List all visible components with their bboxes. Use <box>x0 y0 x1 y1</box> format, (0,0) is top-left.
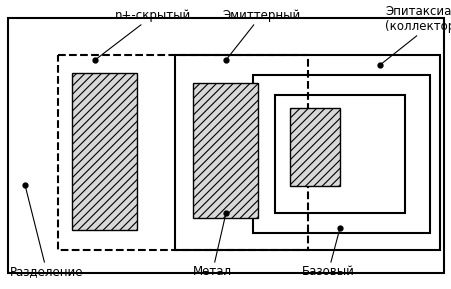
Bar <box>72 73 137 230</box>
Bar <box>58 55 307 250</box>
Text: Разделение: Разделение <box>10 185 83 278</box>
Text: n+-скрытый: n+-скрытый <box>95 9 191 60</box>
Bar <box>274 95 404 213</box>
Bar <box>193 83 258 218</box>
Bar <box>290 108 339 186</box>
Bar <box>175 55 439 250</box>
Text: Эмиттерный: Эмиттерный <box>221 9 299 60</box>
Bar <box>253 75 429 233</box>
Bar <box>8 18 443 273</box>
Text: Эпитаксиальный
(коллекторный): Эпитаксиальный (коллекторный) <box>379 5 451 65</box>
Text: Базовый: Базовый <box>301 228 354 278</box>
Text: Метал: Метал <box>193 213 232 278</box>
